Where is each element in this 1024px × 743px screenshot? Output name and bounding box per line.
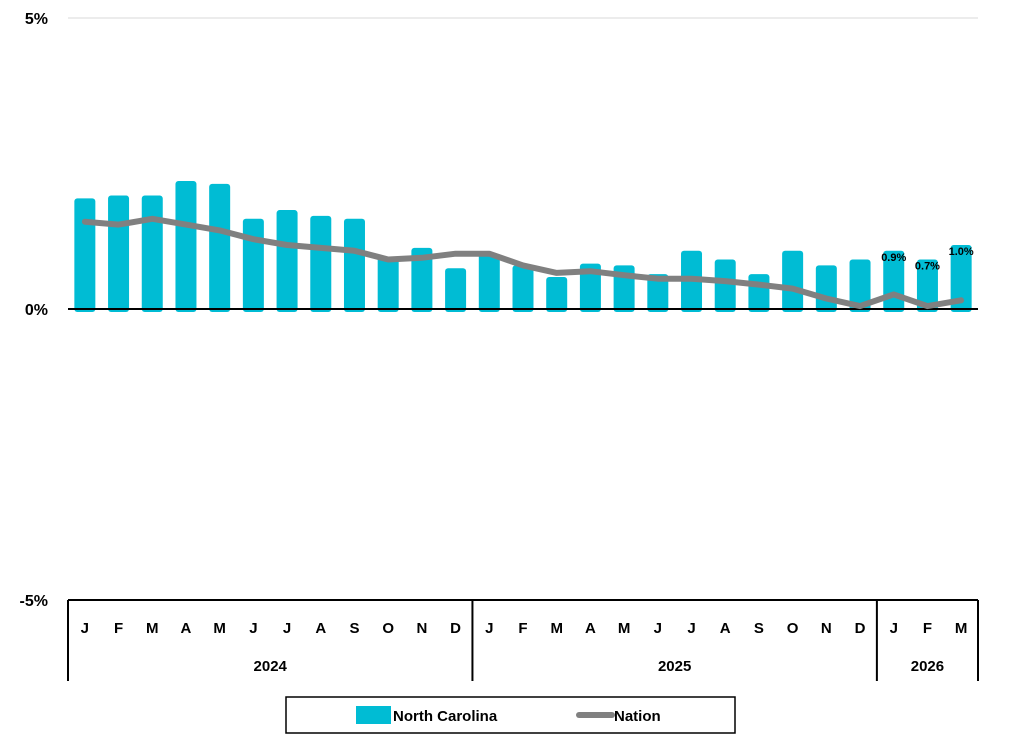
x-tick-label-month: A [181,620,192,637]
x-tick-label-month: F [923,620,932,637]
x-tick-label-month: O [787,620,799,637]
north-carolina-bars [74,180,972,312]
y-axis-tick-labels: 5% 0% -5% [20,11,48,610]
legend-box [285,696,736,734]
bar-north-carolina [242,218,264,312]
x-axis-category-table: J F M A M J J A S O N D J F M A M J J A S O N D J F M 2024 2025 2026 [67,599,979,681]
bar-north-carolina [916,259,938,312]
x-tick-label-month: M [955,620,968,637]
bar-north-carolina [950,244,972,312]
x-tick-label-month: S [754,620,764,637]
x-tick-label-month: M [618,620,631,637]
x-tick-label-month: S [349,620,359,637]
legend-label-nation: Nation [614,708,661,725]
bar-north-carolina [714,259,736,312]
legend: North Carolina Nation [285,696,736,734]
bar-north-carolina [175,180,197,312]
bar-north-carolina [209,183,231,312]
x-tick-label-year: 2024 [254,658,288,675]
bar-north-carolina [579,263,601,312]
bar-north-carolina [141,195,163,312]
bar-north-carolina [411,247,433,312]
x-tick-label-month: F [114,620,123,637]
x-tick-label-month: F [518,620,527,637]
x-tick-label-month: J [654,620,662,637]
x-tick-label-month: D [855,620,866,637]
x-tick-label-month: A [720,620,731,637]
nation-line-series [81,215,965,310]
bar-north-carolina [310,215,332,312]
data-labels: 0.9% 0.7% 1.0% [881,246,974,273]
x-tick-label-month: D [450,620,461,637]
bar-north-carolina [849,259,871,312]
bar-north-carolina [276,210,298,312]
x-tick-label-month: J [890,620,898,637]
x-tick-label-year: 2026 [911,658,944,675]
legend-label-north-carolina: North Carolina [393,708,498,725]
bar-north-carolina [546,276,568,312]
y-tick-label: 5% [25,11,48,28]
bar-north-carolina [512,265,534,312]
bar-north-carolina [815,265,837,312]
x-tick-label-month: J [485,620,493,637]
x-tick-label-month: A [585,620,596,637]
legend-swatch-north-carolina [356,706,391,724]
bar-north-carolina [647,274,669,312]
y-tick-label: -5% [20,593,48,610]
x-tick-label-month: J [283,620,291,637]
x-tick-label-month: N [416,620,427,637]
x-tick-label-month: M [213,620,226,637]
x-tick-label-month: A [315,620,326,637]
bar-north-carolina [74,198,96,312]
data-label-north-carolina: 0.7% [915,261,940,273]
bar-north-carolina [782,250,804,312]
bar-north-carolina [445,268,467,312]
data-label-north-carolina: 0.9% [881,252,906,264]
x-tick-label-month: J [81,620,89,637]
data-label-north-carolina: 1.0% [949,246,974,258]
x-tick-label-year: 2025 [658,658,691,675]
line-nation [81,215,965,310]
y-tick-label: 0% [25,302,48,319]
x-tick-label-month: J [249,620,257,637]
bar-north-carolina [748,274,770,312]
x-tick-label-month: N [821,620,832,637]
x-tick-label-month: M [146,620,159,637]
bar-north-carolina [108,195,130,312]
bar-north-carolina [478,253,500,312]
x-tick-label-month: J [687,620,695,637]
bar-north-carolina [377,256,399,312]
x-tick-label-month: M [550,620,563,637]
x-tick-label-month: O [382,620,394,637]
bar-north-carolina [343,218,365,312]
